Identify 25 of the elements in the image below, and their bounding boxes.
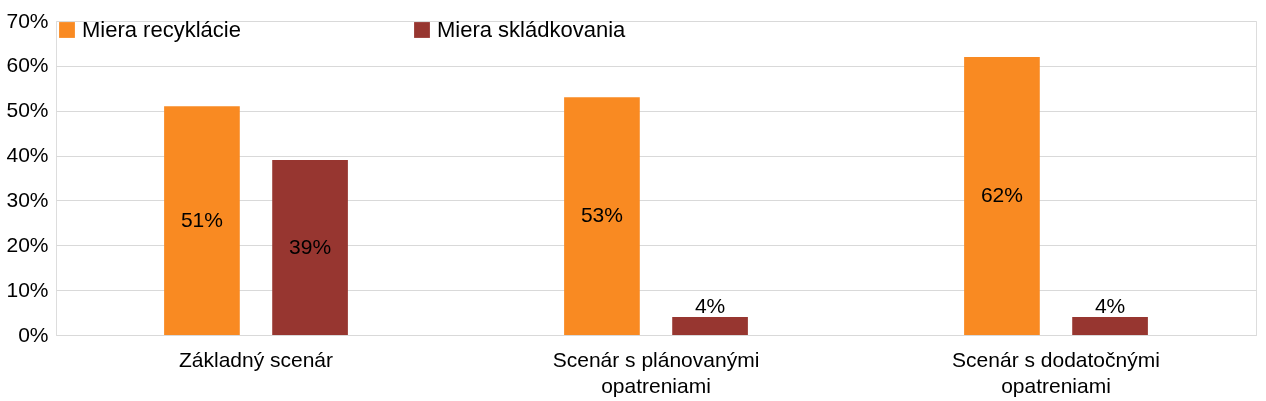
x-tick-label: Scenár s plánovanými opatreniami — [552, 347, 760, 397]
data-label: 51% — [180, 207, 223, 231]
bar — [1072, 317, 1148, 335]
bar — [272, 160, 348, 335]
y-tick-label: 50% — [6, 98, 49, 122]
bar — [164, 106, 240, 335]
y-tick-label: 60% — [6, 53, 49, 77]
legend-label: Miera skládkovania — [437, 17, 627, 42]
data-label: 4% — [1094, 294, 1126, 318]
y-tick-label: 10% — [6, 277, 49, 301]
x-tick-label: Základný scenár — [178, 347, 334, 371]
data-label: 39% — [289, 234, 332, 258]
y-tick-label: 0% — [18, 322, 49, 346]
bar — [672, 317, 748, 335]
legend-label: Miera recyklácie — [82, 17, 241, 42]
data-label: 62% — [980, 182, 1023, 206]
y-tick-label: 20% — [6, 232, 49, 256]
y-tick-label: 40% — [6, 143, 49, 167]
bar — [964, 56, 1040, 335]
bar — [564, 97, 640, 335]
x-tick-label: Scenár s dodatočnými opatreniami — [952, 347, 1160, 397]
y-tick-label: 70% — [6, 8, 49, 32]
data-label: 53% — [580, 203, 623, 227]
y-tick-label: 30% — [6, 187, 49, 211]
data-label: 4% — [694, 294, 726, 318]
